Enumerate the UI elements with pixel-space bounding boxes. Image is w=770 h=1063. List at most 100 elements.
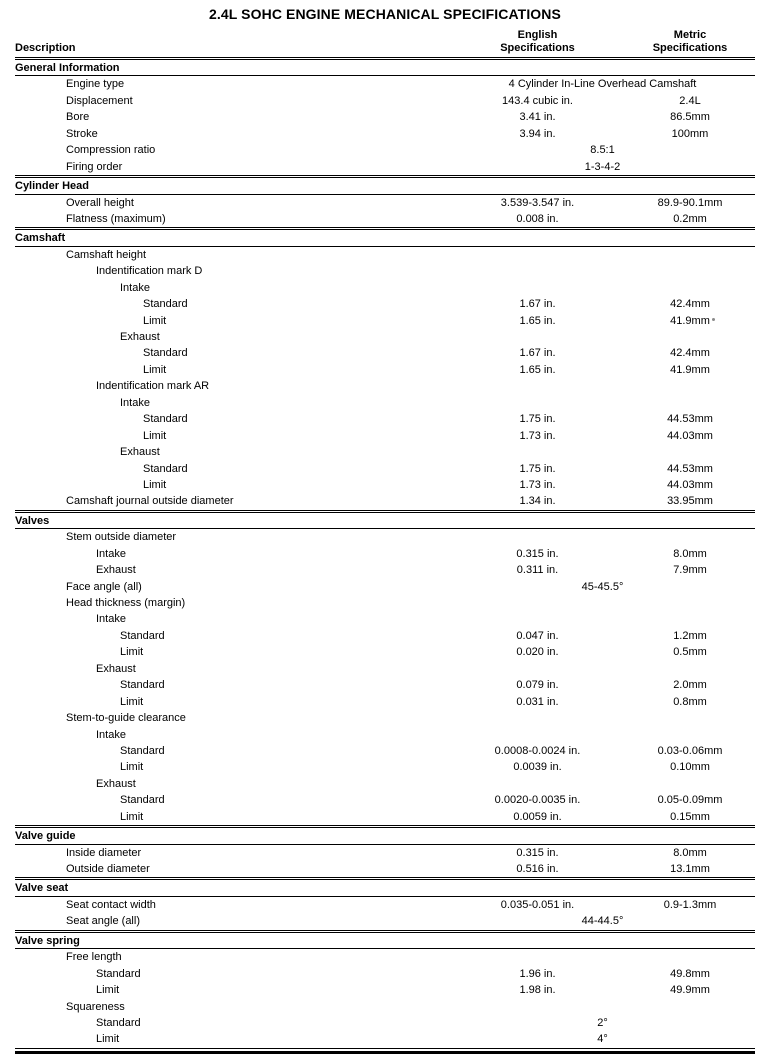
section-title: Valve spring: [15, 934, 80, 947]
combined-value: 4°: [597, 1033, 608, 1046]
spec-row: Limit 0.031 in. 0.8mm: [15, 694, 755, 710]
row-label: Limit: [143, 478, 167, 491]
row-label: Seat contact width: [66, 898, 156, 911]
row-label: Standard: [143, 413, 188, 426]
english-value: 1.65 in.: [519, 314, 556, 327]
english-value: 1.96 in.: [519, 967, 556, 980]
section-camshaft: Camshaft Camshaft height Indentification m…: [15, 227, 755, 509]
metric-value: 0.15mm: [670, 810, 710, 823]
english-value: 3.94 in.: [519, 127, 556, 140]
spec-row: Exhaust: [15, 329, 755, 345]
metric-value: 1.2mm: [673, 629, 707, 642]
row-label: Flatness (maximum): [66, 212, 166, 225]
english-value: 0.0020-0.0035 in.: [494, 794, 581, 807]
spec-row: Intake: [15, 727, 755, 743]
spec-row: Limit 1.73 in. 44.03mm: [15, 477, 755, 493]
metric-value: 8.0mm: [673, 846, 707, 859]
english-value: 1.98 in.: [519, 984, 556, 997]
spec-row: Stroke 3.94 in. 100mm: [15, 126, 755, 142]
spec-row: Standard 1.75 in. 44.53mm: [15, 411, 755, 427]
section-title: Valve seat: [15, 882, 69, 895]
metric-value: 0.8mm: [673, 695, 707, 708]
column-header-metric: Metric Specifications: [625, 29, 755, 57]
combined-value: 8.5:1: [590, 144, 615, 157]
combined-value: 2°: [597, 1016, 608, 1029]
spec-row: Standard 0.0020-0.0035 in. 0.05-0.09mm: [15, 792, 755, 808]
column-header-metric-line2: Specifications: [652, 42, 728, 54]
english-value: 1.67 in.: [519, 298, 556, 311]
scan-artifact-dot: [712, 318, 715, 321]
metric-value: 49.8mm: [670, 967, 710, 980]
row-label: Intake: [120, 281, 150, 294]
english-value: 1.73 in.: [519, 478, 556, 491]
row-label: Stem-to-guide clearance: [66, 712, 186, 725]
row-label: Exhaust: [96, 662, 136, 675]
row-label: Exhaust: [96, 564, 136, 577]
spec-row: Engine type 4 Cylinder In-Line Overhead C…: [15, 76, 755, 92]
spec-row: Standard 0.079 in. 2.0mm: [15, 677, 755, 693]
spec-row: Limit 1.65 in. 41.9mm: [15, 362, 755, 378]
row-label: Standard: [120, 794, 165, 807]
column-header-metric-line1: Metric: [673, 29, 707, 41]
row-label: Head thickness (margin): [66, 597, 186, 609]
row-label: Outside diameter: [66, 863, 150, 875]
english-value: 3.41 in.: [519, 111, 556, 124]
table-bottom-rule: [15, 1047, 755, 1054]
section-valve-guide: Valve guide Inside diameter 0.315 in. 8.0mm…: [15, 825, 755, 877]
spec-row: Standard 1.67 in. 42.4mm: [15, 296, 755, 312]
table-header: Description English Specifications Metri…: [15, 29, 755, 60]
row-label: Squareness: [66, 1000, 125, 1013]
spec-row: Camshaft journal outside diameter 1.34 in…: [15, 493, 755, 509]
spec-row: Free length: [15, 949, 755, 965]
spec-row: Limit 4°: [15, 1031, 755, 1047]
column-header-english-line2: Specifications: [500, 42, 575, 54]
metric-value: 44.03mm: [667, 478, 713, 491]
section-title-row: Camshaft: [15, 230, 755, 247]
metric-value: 44.53mm: [667, 462, 713, 475]
spec-row: Intake: [15, 395, 755, 411]
english-value: 0.315 in.: [516, 846, 559, 859]
english-value: 143.4 cubic in.: [502, 94, 573, 107]
english-value: 0.0008-0.0024 in.: [494, 744, 581, 757]
spec-row: Standard 0.047 in. 1.2mm: [15, 628, 755, 644]
row-label: Standard: [120, 629, 165, 642]
row-label: Intake: [96, 613, 126, 626]
spec-row: Stem-to-guide clearance: [15, 710, 755, 726]
spec-row: Stem outside diameter: [15, 529, 755, 545]
metric-value: 0.5mm: [673, 646, 707, 659]
english-value: 0.031 in.: [516, 695, 559, 708]
spec-row: Limit 0.020 in. 0.5mm: [15, 644, 755, 660]
section-title-row: Valves: [15, 513, 755, 530]
spec-row: Standard 1.67 in. 42.4mm: [15, 345, 755, 361]
row-label: Limit: [143, 429, 167, 442]
spec-row: Standard 1.75 in. 44.53mm: [15, 461, 755, 477]
row-label: Limit: [143, 363, 167, 376]
spec-row: Limit 1.98 in. 49.9mm: [15, 982, 755, 998]
row-label: Stroke: [66, 127, 98, 140]
metric-value: 41.9mm: [670, 314, 710, 327]
spec-row: Seat contact width 0.035-0.051 in. 0.9-1.3…: [15, 897, 755, 913]
section-title: General Information: [15, 62, 120, 74]
row-label: Standard: [120, 744, 165, 757]
spec-row: Face angle (all) 45-45.5°: [15, 579, 755, 595]
metric-value: 8.0mm: [673, 547, 707, 560]
section-title-row: Valve guide: [15, 828, 755, 845]
metric-value: 33.95mm: [667, 495, 713, 508]
english-value: 0.035-0.051 in.: [500, 898, 575, 911]
english-value: 0.079 in.: [516, 679, 559, 692]
spec-row: Standard 0.0008-0.0024 in. 0.03-0.06mm: [15, 743, 755, 759]
row-label: Seat angle (all): [66, 915, 140, 928]
spec-table-body: General Information Engine type 4 Cylinder…: [15, 60, 755, 1048]
column-header-english: English Specifications: [450, 29, 625, 57]
english-value: 0.311 in.: [516, 564, 559, 577]
combined-value: 45-45.5°: [581, 580, 624, 593]
row-label: Overall height: [66, 196, 134, 209]
row-label: Limit: [120, 695, 144, 708]
row-label: Camshaft journal outside diameter: [66, 495, 234, 508]
section-title-row: General Information: [15, 60, 755, 77]
section-title-row: Cylinder Head: [15, 178, 755, 195]
spec-row: Standard 1.96 in. 49.8mm: [15, 966, 755, 982]
english-value: 1.34 in.: [519, 495, 556, 508]
metric-value: 89.9-90.1mm: [657, 196, 723, 209]
